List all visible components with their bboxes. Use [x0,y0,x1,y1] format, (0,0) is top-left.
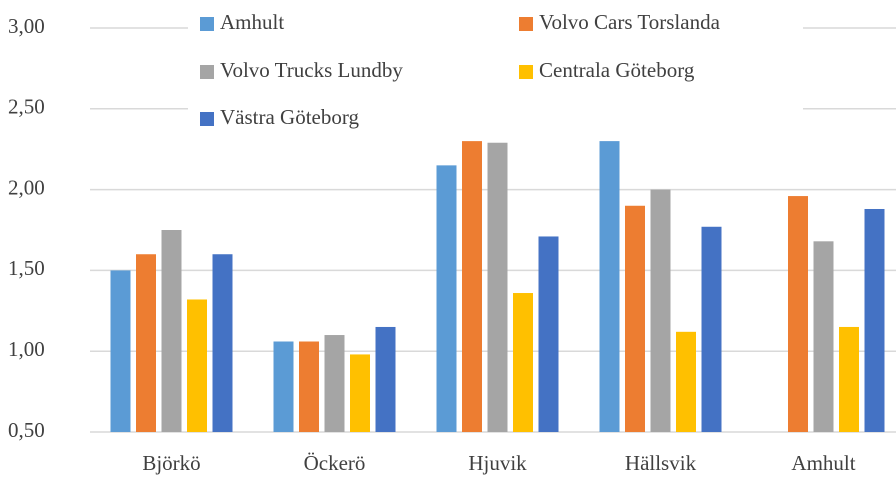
bar [513,293,533,432]
bar [350,354,370,432]
bar [299,341,319,432]
x-tick-label: Hjuvik [468,451,527,475]
bar [813,241,834,432]
bar [864,208,885,432]
bar [187,299,207,432]
legend-label: Centrala Göteborg [539,58,695,82]
bar [676,331,696,432]
legend-label: Amhult [220,10,284,34]
bar [538,236,559,432]
legend-label: Volvo Cars Torslanda [539,10,721,34]
legend-swatch [519,17,533,31]
y-tick-label: 2,00 [8,175,45,199]
legend-label: Volvo Trucks Lundby [220,58,403,82]
legend-swatch [519,65,533,79]
bar [436,165,457,433]
bar [462,141,482,432]
bar [839,326,859,432]
bar [136,254,156,432]
bar [788,196,808,432]
legend-swatch [200,17,214,31]
bar [701,226,722,432]
bar [599,141,620,432]
y-tick-label: 1,50 [8,256,45,280]
y-tick-label: 2,50 [8,95,45,119]
bar [487,142,508,432]
legend-label: Västra Göteborg [220,105,359,129]
y-tick-label: 0,50 [8,418,45,442]
x-tick-label: Amhult [791,451,855,475]
bar [161,230,182,432]
legend-swatch [200,112,214,126]
bar [212,254,233,432]
x-tick-label: Hällsvik [625,451,697,475]
bar [650,189,671,432]
bar [110,270,131,432]
bar [375,326,396,432]
x-tick-label: Öckerö [304,451,366,475]
legend-background [188,0,803,140]
y-tick-label: 3,00 [8,14,45,38]
bar [273,341,294,432]
bar [625,205,645,432]
x-tick-label: Björkö [142,451,200,475]
y-tick-label: 1,00 [8,337,45,361]
legend-swatch [200,65,214,79]
bar [324,335,345,432]
